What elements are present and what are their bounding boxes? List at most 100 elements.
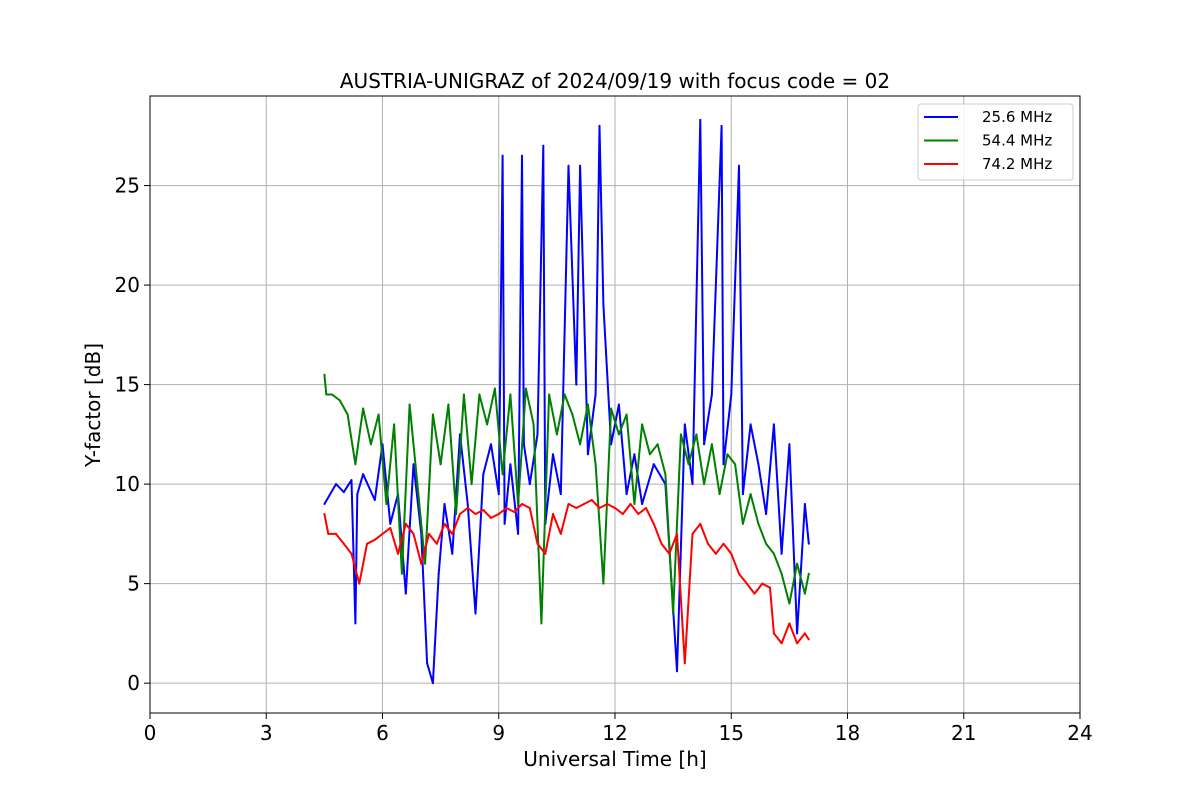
data-point [722, 463, 725, 466]
data-point [548, 393, 551, 396]
data-point [466, 507, 469, 509]
data-point [362, 407, 365, 410]
x-tick-label: 3 [260, 721, 273, 745]
data-point [536, 433, 539, 436]
data-point [765, 542, 768, 545]
data-point [761, 582, 764, 585]
x-tick-label: 12 [602, 721, 627, 745]
data-point [462, 393, 465, 396]
data-point [528, 507, 531, 509]
data-point [439, 463, 442, 466]
data-point [772, 632, 775, 635]
x-tick-label: 0 [144, 721, 157, 745]
data-point [703, 443, 706, 446]
data-point [381, 532, 384, 535]
data-point [590, 499, 593, 501]
data-point [493, 387, 496, 390]
data-point [586, 453, 589, 456]
data-point [664, 473, 667, 476]
data-point [532, 423, 535, 426]
data-point [730, 393, 733, 396]
data-point [509, 463, 512, 466]
y-tick-label: 5 [127, 572, 140, 596]
data-point [741, 493, 744, 496]
data-point [540, 622, 543, 625]
data-point [625, 413, 628, 416]
data-point [676, 532, 678, 535]
data-point [720, 124, 723, 127]
data-point [420, 562, 423, 565]
data-point [522, 443, 525, 446]
data-point [803, 632, 806, 635]
data-point [544, 552, 547, 555]
data-point [486, 423, 489, 426]
data-point [559, 532, 562, 535]
data-point [652, 463, 655, 466]
data-point [734, 463, 737, 466]
data-point [358, 582, 361, 585]
data-point [780, 572, 783, 575]
x-tick-label: 24 [1067, 721, 1092, 745]
data-point [470, 483, 473, 486]
data-point [389, 526, 392, 529]
data-point [796, 562, 799, 565]
data-point [575, 383, 578, 386]
data-point [656, 443, 659, 446]
data-point [373, 499, 376, 501]
legend-items: 25.6 MHz 54.4 MHz 74.2 MHz [924, 108, 1052, 173]
x-tick-label: 21 [951, 721, 976, 745]
data-point [424, 562, 427, 565]
data-point [517, 503, 520, 505]
data-point [354, 622, 357, 625]
y-tick-label: 10 [115, 472, 140, 496]
data-point [377, 413, 380, 416]
data-point [633, 453, 636, 456]
data-point [788, 602, 791, 605]
data-point [323, 513, 326, 515]
data-point [614, 507, 616, 509]
data-point [648, 453, 651, 456]
data-point [443, 503, 446, 505]
data-point [769, 586, 771, 589]
data-point [327, 532, 330, 535]
data-point [338, 399, 341, 402]
data-point [586, 403, 589, 406]
data-point [435, 542, 438, 545]
data-point [346, 413, 349, 416]
data-point [710, 443, 713, 446]
y-tick-label: 0 [127, 671, 140, 695]
data-point [323, 503, 326, 505]
data-point [528, 483, 531, 486]
data-point [482, 509, 485, 511]
data-point [521, 154, 523, 157]
data-point [369, 443, 372, 446]
data-point [757, 522, 760, 525]
data-point [637, 513, 640, 515]
data-point [362, 473, 365, 476]
data-point [428, 532, 430, 535]
data-point [466, 503, 469, 505]
data-point [431, 682, 434, 685]
data-point [552, 513, 554, 515]
data-point [726, 453, 729, 456]
data-point [745, 582, 748, 585]
data-point [325, 393, 328, 396]
legend-label: 74.2 MHz [982, 155, 1052, 173]
data-point [373, 538, 376, 541]
legend-box [917, 103, 1074, 181]
data-point [807, 572, 810, 575]
x-tick-label: 18 [835, 721, 860, 745]
x-axis-ticks: 0 3 6 9 12 15 18 21 24 [144, 713, 1093, 745]
data-point [335, 532, 337, 535]
plot-series [323, 118, 810, 685]
data-point [683, 662, 686, 665]
data-point [687, 463, 690, 466]
data-point [350, 479, 353, 482]
legend-label: 54.4 MHz [982, 132, 1052, 150]
data-point [521, 503, 523, 505]
data-point [633, 503, 636, 505]
data-point [699, 118, 702, 121]
data-point [772, 552, 775, 555]
data-point [606, 503, 609, 505]
